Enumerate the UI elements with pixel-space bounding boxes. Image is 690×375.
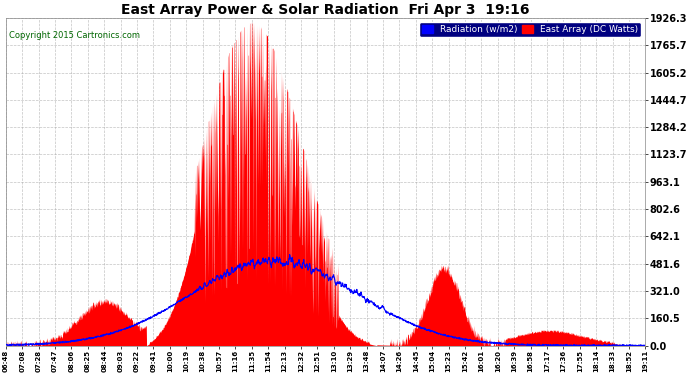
Title: East Array Power & Solar Radiation  Fri Apr 3  19:16: East Array Power & Solar Radiation Fri A… xyxy=(121,3,530,17)
Legend: Radiation (w/m2), East Array (DC Watts): Radiation (w/m2), East Array (DC Watts) xyxy=(420,22,641,37)
Text: Copyright 2015 Cartronics.com: Copyright 2015 Cartronics.com xyxy=(9,31,140,40)
